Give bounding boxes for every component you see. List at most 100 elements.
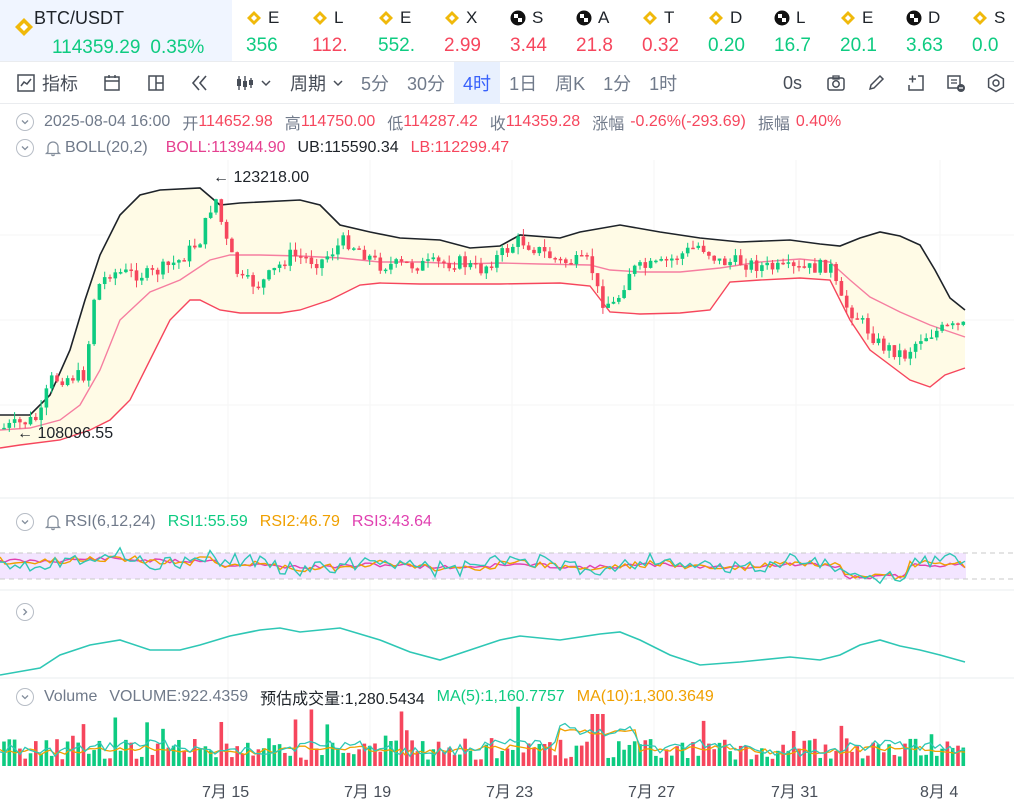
ticker-main-btc[interactable]: BTC/USDT 114359.29 0.35% (0, 0, 232, 61)
replay-button[interactable] (174, 62, 218, 104)
ticker-item-value: 552. (378, 35, 415, 56)
ticker-item[interactable]: T 0.32 (628, 0, 694, 61)
expand-toggle[interactable] (16, 603, 34, 621)
volume-bar (473, 759, 478, 766)
volume-bar (897, 756, 902, 766)
lowest-price-mark: ← 108096.55 (17, 425, 114, 442)
compare-button[interactable] (936, 62, 976, 104)
change-label: 涨幅 (592, 116, 625, 133)
candle-body (155, 269, 160, 275)
candle-body (585, 255, 589, 257)
calendar-button[interactable] (86, 62, 130, 104)
boll-ub-value: UB:115590.34 (297, 139, 399, 156)
volume-name: Volume (44, 688, 98, 705)
candle-body (823, 259, 828, 273)
interval-tab[interactable]: 周K (555, 73, 586, 94)
volume-bar (182, 750, 186, 766)
bell-icon[interactable] (44, 513, 62, 531)
volume-bar (617, 741, 621, 766)
volume-bar (161, 728, 165, 766)
ticker-item-letter: X (466, 8, 478, 27)
layout-icon (148, 74, 164, 91)
volume-bar (7, 739, 12, 766)
volume-bar (12, 739, 17, 766)
interval-tab[interactable]: 4时 (454, 61, 501, 104)
candle-body (839, 281, 844, 296)
ticker-item[interactable]: D 0.20 (694, 0, 760, 61)
candle-body (622, 290, 626, 298)
collapse-toggle[interactable] (16, 513, 34, 531)
collapse-toggle[interactable] (16, 113, 34, 131)
volume-bar (463, 738, 467, 766)
period-dropdown[interactable]: 周期 (280, 62, 352, 104)
candle-body (950, 323, 955, 326)
candle-body (134, 270, 139, 281)
candle-body (150, 268, 155, 270)
volume-bar (876, 744, 881, 766)
bell-icon[interactable] (44, 139, 62, 157)
collapse-toggle[interactable] (16, 139, 34, 157)
ticker-item[interactable]: L 16.7 (760, 0, 826, 61)
volume-bar (622, 749, 626, 766)
volume-bar (177, 739, 181, 766)
volume-bar (643, 740, 648, 766)
ticker-item[interactable]: E 356 (232, 0, 298, 61)
indicators-button[interactable]: 指标 (0, 62, 86, 104)
candle-body (712, 255, 716, 261)
ticker-item[interactable]: L 112. (298, 0, 364, 61)
volume-bar (193, 739, 197, 766)
layout-button[interactable] (130, 62, 174, 104)
candle-body (744, 264, 748, 270)
volume-info-row: Volume VOLUME:922.4359 预估成交量:1,280.5434 … (16, 686, 714, 708)
draw-button[interactable] (856, 62, 896, 104)
volume-bar (60, 759, 65, 766)
add-indicator-button[interactable] (896, 62, 936, 104)
boll-name: BOLL(20,2) (65, 139, 148, 156)
candle-body (511, 246, 515, 253)
candle-body (383, 269, 388, 272)
ticker-item[interactable]: E 552. (364, 0, 430, 61)
collapse-toggle[interactable] (16, 688, 34, 706)
volume-bar (415, 751, 420, 766)
ticker-item[interactable]: S 0.0 (958, 0, 1014, 61)
interval-tab[interactable]: 5分 (361, 73, 390, 94)
screenshot-button[interactable] (816, 62, 856, 104)
volume-ma10: MA(10):1,300.3649 (576, 688, 714, 705)
interval-tab[interactable]: 1分 (603, 73, 632, 94)
candle-body (246, 275, 250, 277)
candle-body (707, 251, 711, 256)
rsi3-value: RSI3:43.64 (351, 513, 432, 530)
boll-band-fill (0, 188, 965, 448)
high-value: 114750.00 (300, 113, 376, 130)
volume-bar (595, 714, 600, 766)
candle-body (373, 255, 377, 258)
candle-body (818, 259, 822, 273)
candle-body (781, 262, 785, 265)
volume-bar (765, 756, 769, 766)
volume-bar (272, 745, 277, 766)
volume-ma5-line (0, 722, 966, 758)
volume-bar (44, 740, 49, 766)
chart-type-dropdown[interactable] (218, 62, 280, 104)
bnb-icon (841, 11, 855, 25)
countdown-value: 0s (782, 72, 802, 93)
candle-body (113, 272, 118, 279)
chevron-down-icon (21, 695, 29, 700)
candle-body (39, 407, 43, 421)
candle-body (44, 388, 49, 408)
calendar-icon (104, 74, 120, 91)
period-label: 周期 (290, 73, 326, 94)
ticker-item[interactable]: X 2.99 (430, 0, 496, 61)
ticker-item-letter: L (796, 8, 806, 27)
ticker-item[interactable]: E 20.1 (826, 0, 892, 61)
interval-tab[interactable]: 1日 (509, 73, 538, 94)
ticker-item[interactable]: D 3.63 (892, 0, 958, 61)
interval-tab[interactable]: 30分 (407, 73, 446, 94)
candle-body (124, 269, 128, 273)
settings-button[interactable] (976, 62, 1014, 104)
interval-tab[interactable]: 1时 (649, 73, 678, 94)
add-window-icon (908, 75, 924, 91)
ticker-item[interactable]: A 21.8 (562, 0, 628, 61)
volume-bar (680, 742, 685, 766)
ticker-item[interactable]: S 3.44 (496, 0, 562, 61)
